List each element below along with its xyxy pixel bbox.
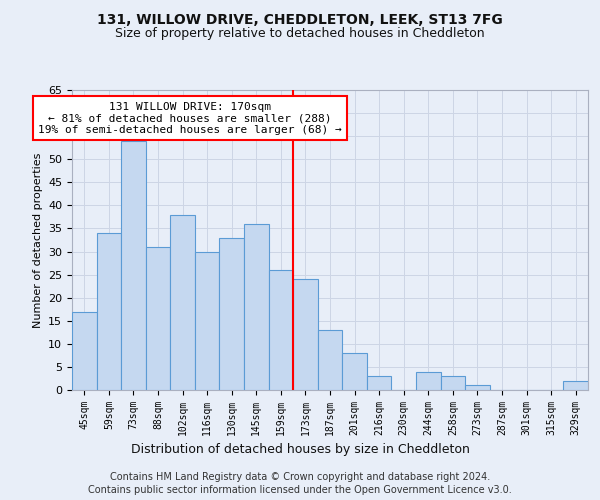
Bar <box>367 376 391 390</box>
Bar <box>465 386 490 390</box>
Bar <box>244 224 269 390</box>
Text: 131 WILLOW DRIVE: 170sqm
← 81% of detached houses are smaller (288)
19% of semi-: 131 WILLOW DRIVE: 170sqm ← 81% of detach… <box>38 102 342 134</box>
Text: Contains public sector information licensed under the Open Government Licence v3: Contains public sector information licen… <box>88 485 512 495</box>
Bar <box>318 330 342 390</box>
Text: 131, WILLOW DRIVE, CHEDDLETON, LEEK, ST13 7FG: 131, WILLOW DRIVE, CHEDDLETON, LEEK, ST1… <box>97 12 503 26</box>
Bar <box>195 252 220 390</box>
Bar <box>293 279 318 390</box>
Bar <box>121 141 146 390</box>
Bar <box>342 353 367 390</box>
Bar <box>97 233 121 390</box>
Bar <box>416 372 440 390</box>
Bar <box>72 312 97 390</box>
Text: Contains HM Land Registry data © Crown copyright and database right 2024.: Contains HM Land Registry data © Crown c… <box>110 472 490 482</box>
Text: Size of property relative to detached houses in Cheddleton: Size of property relative to detached ho… <box>115 28 485 40</box>
Bar <box>170 214 195 390</box>
Bar <box>563 381 588 390</box>
Bar <box>440 376 465 390</box>
Bar <box>146 247 170 390</box>
Bar <box>269 270 293 390</box>
Bar <box>220 238 244 390</box>
Y-axis label: Number of detached properties: Number of detached properties <box>32 152 43 328</box>
Text: Distribution of detached houses by size in Cheddleton: Distribution of detached houses by size … <box>131 442 469 456</box>
